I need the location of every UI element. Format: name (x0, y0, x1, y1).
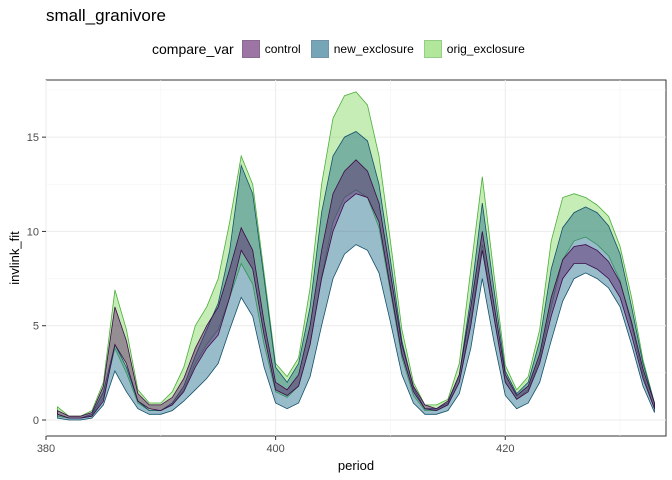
ribbon-bands (57, 91, 655, 421)
y-axis-title: invlink_fit (7, 231, 22, 285)
legend-key-orig-exclosure (423, 40, 442, 58)
legend-label-new-exclosure: new_exclosure (333, 42, 414, 56)
plot-panel (45, 79, 667, 437)
legend-item-orig-exclosure: orig_exclosure (423, 40, 525, 58)
legend-title: compare_var (152, 41, 234, 57)
y-axis-ticks: 0 5 10 15 (27, 132, 46, 427)
x-axis-title: period (338, 458, 374, 473)
legend-key-new-exclosure (310, 40, 329, 58)
legend-label-orig-exclosure: orig_exclosure (446, 42, 525, 56)
chart-title: small_granivore (46, 6, 166, 25)
legend-key-control (241, 40, 260, 58)
y-tick-label: 15 (27, 132, 39, 144)
y-tick-label: 5 (33, 321, 39, 333)
legend: compare_var control new_exclosure orig_e… (152, 40, 535, 58)
grid-lines (45, 80, 666, 436)
legend-item-new-exclosure: new_exclosure (310, 40, 414, 58)
ribbon-control (57, 159, 655, 419)
legend-item-control: control (241, 40, 301, 58)
x-tick-label: 380 (37, 443, 55, 455)
y-tick-label: 0 (33, 415, 39, 427)
x-axis-ticks: 380 400 420 (37, 436, 514, 455)
x-tick-label: 400 (266, 443, 284, 455)
x-tick-label: 420 (496, 443, 514, 455)
y-tick-label: 10 (27, 226, 39, 238)
legend-label-control: control (264, 42, 301, 56)
